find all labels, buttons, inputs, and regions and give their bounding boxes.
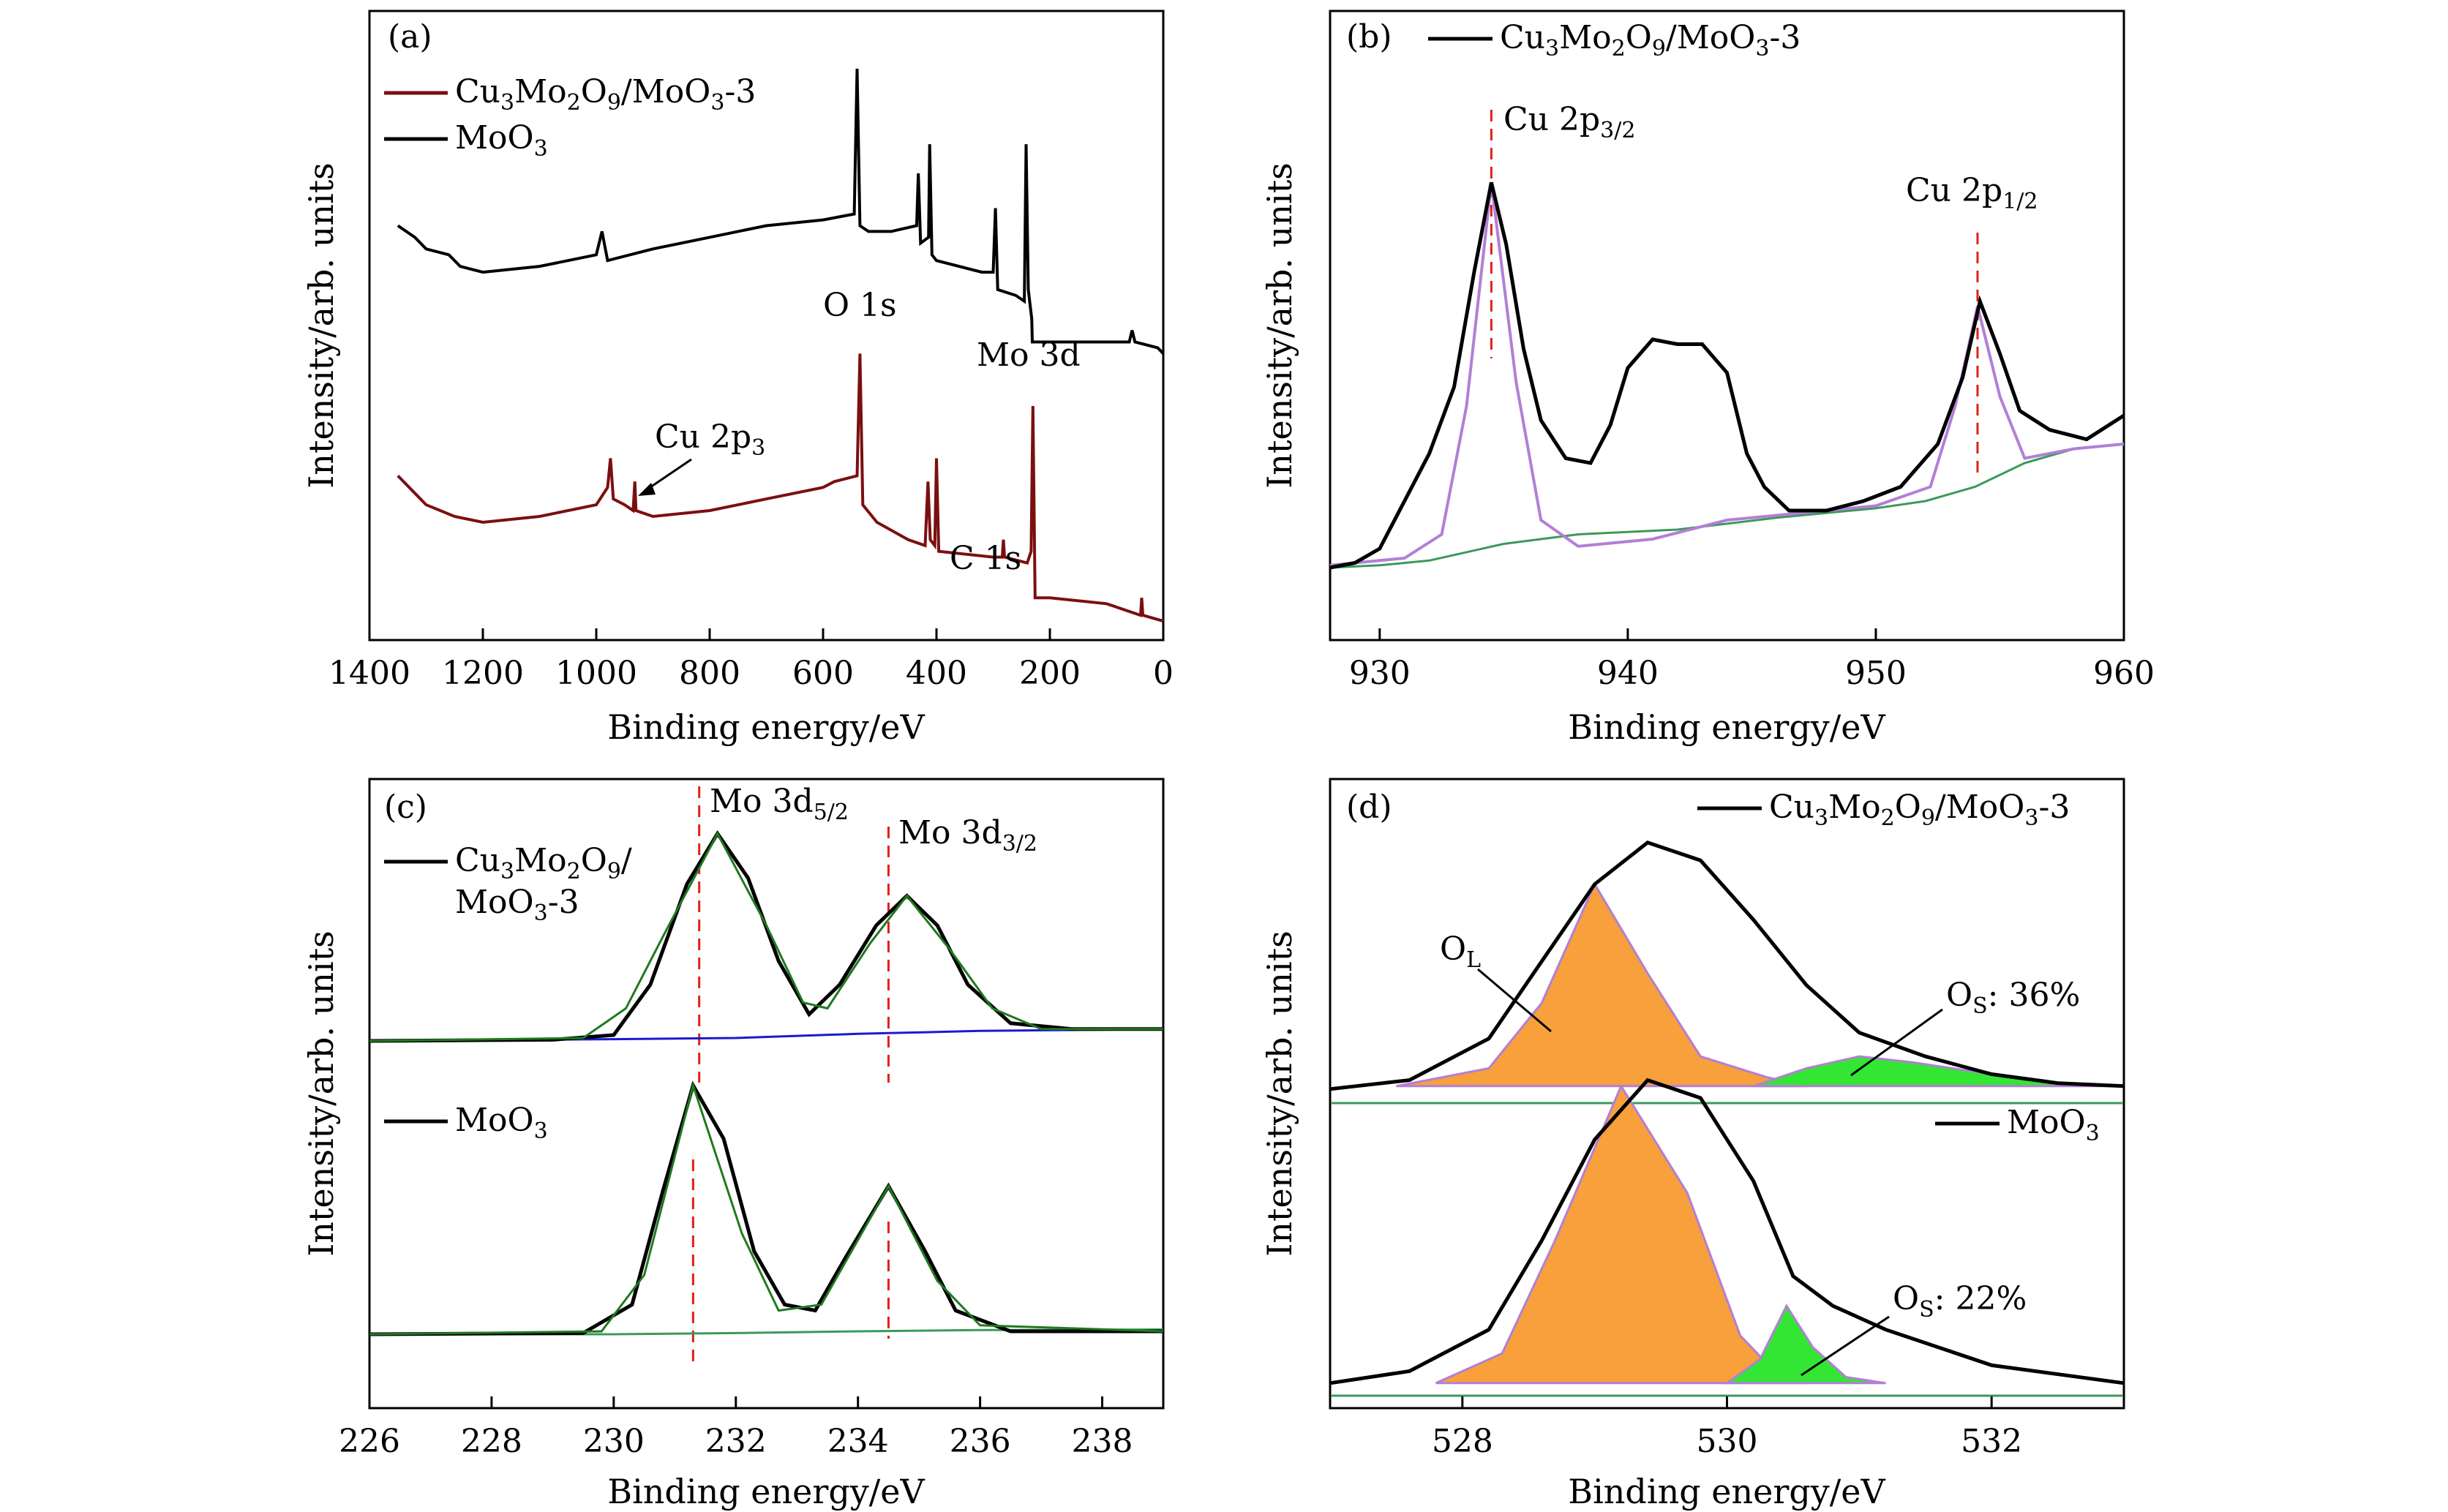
series-b-fit: [1329, 182, 2125, 567]
legend-a-label-moo3: MoO3: [455, 119, 548, 162]
arrow-a-cu2p: [645, 458, 692, 492]
series-a-moo3: [397, 68, 1165, 355]
area-d-bottom-os: [1723, 1304, 1886, 1385]
annot-b-cu2p32: Cu 2p3/2: [1503, 101, 1635, 143]
xtick-label-c-5: 236: [950, 1423, 1011, 1460]
panel-d-label: (d): [1346, 789, 1392, 826]
area-d-bottom-ol: [1435, 1083, 1807, 1385]
arrowhead-a-cu2p: [638, 483, 656, 496]
panel-c-xaxis: 226 228 230 232 234 236 238: [339, 1396, 1133, 1460]
panel-b-xaxis: 930 940 950 960: [1349, 628, 2155, 692]
panel-a: (a) Cu3Mo2O9/MoO3-3 MoO3 O 1s Mo 3d Cu 2…: [301, 10, 1174, 747]
xtick-label-c-3: 232: [705, 1423, 767, 1460]
xtick-label-d-1: 530: [1697, 1423, 1758, 1460]
panel-b-label: (b): [1346, 18, 1392, 56]
panel-b-legend: Cu3Mo2O9/MoO3-3: [1428, 19, 1801, 61]
series-b-data: [1329, 181, 2125, 570]
xtick-label-b-0: 930: [1349, 655, 1411, 692]
xtick-label-b-1: 940: [1597, 655, 1659, 692]
legend-b-label: Cu3Mo2O9/MoO3-3: [1500, 19, 1801, 61]
panel-a-label: (a): [388, 18, 432, 56]
legend-a-label-cu: Cu3Mo2O9/MoO3-3: [455, 73, 756, 116]
panel-c: (c) Cu3Mo2O9/ MoO3-3 MoO3 Mo 3d5/2 Mo 3d…: [301, 778, 1165, 1511]
annot-a-c1s: C 1s: [950, 540, 1021, 577]
panel-b: (b) Cu3Mo2O9/MoO3-3 Cu 2p3/2 Cu 2p1/2 93…: [1260, 10, 2155, 747]
panel-a-frame: [368, 10, 1165, 642]
xtick-label-b-2: 950: [1845, 655, 1907, 692]
series-d-bottom-envelope: [1329, 1077, 2125, 1385]
panel-c-peaklines: [691, 786, 890, 1368]
panel-a-ylabel: Intensity/arb. units: [301, 162, 341, 489]
xtick-label-d-0: 528: [1432, 1423, 1493, 1460]
panel-b-xlabel: Binding energy/eV: [1568, 707, 1885, 747]
series-c-top-fit: [369, 831, 1163, 1042]
panel-d-xlabel: Binding energy/eV: [1568, 1472, 1885, 1511]
panel-c-series: [369, 830, 1164, 1336]
xtick-label-a-0: 1400: [328, 655, 410, 692]
panel-d-ylabel: Intensity/arb. units: [1260, 930, 1299, 1257]
panel-a-legend: Cu3Mo2O9/MoO3-3 MoO3: [384, 73, 756, 162]
panel-d: (d) Cu3Mo2O9/MoO3-3 MoO3 OL OS: 36% OS: …: [1260, 778, 2125, 1511]
series-c-bottom-fit: [369, 1081, 1164, 1336]
series-d-top-envelope: [1329, 840, 2125, 1091]
series-c-top-data: [369, 830, 1163, 1043]
annot-b-cu2p12: Cu 2p1/2: [1906, 172, 2038, 214]
annot-d-os22: OS: 22%: [1893, 1280, 2027, 1323]
panel-b-peaklines: [1490, 110, 1979, 479]
panel-c-frame: [368, 778, 1165, 1410]
panel-c-label: (c): [384, 789, 427, 826]
xtick-label-a-2: 1000: [555, 655, 637, 692]
xtick-label-a-4: 600: [792, 655, 854, 692]
panel-d-series: [1329, 840, 2125, 1397]
series-a-cu3mo2o9: [397, 353, 1164, 623]
pointer-d-os22: [1801, 1315, 1890, 1377]
xtick-label-c-0: 226: [339, 1423, 400, 1460]
xtick-label-a-6: 200: [1019, 655, 1081, 692]
panel-b-ylabel: Intensity/arb. units: [1260, 162, 1299, 489]
panel-d-legend: Cu3Mo2O9/MoO3-3 MoO3: [1697, 789, 2100, 1146]
legend-c-label-moo3: MoO3: [455, 1102, 548, 1144]
panel-d-xaxis: 528 530 532: [1432, 1396, 2022, 1460]
annot-a-cu2p: Cu 2p3: [655, 418, 765, 461]
panel-a-series: [397, 68, 1165, 623]
legend-d-label-moo3: MoO3: [2007, 1104, 2100, 1146]
xtick-label-c-6: 238: [1072, 1423, 1133, 1460]
xtick-label-b-3: 960: [2093, 655, 2155, 692]
xtick-label-a-1: 1200: [442, 655, 524, 692]
panel-b-series: [1329, 181, 2125, 570]
panel-a-xlabel: Binding energy/eV: [607, 707, 925, 747]
legend-c-label-cu-line1: Cu3Mo2O9/: [455, 842, 632, 884]
pointer-d-ol: [1477, 968, 1552, 1033]
panel-c-xlabel: Binding energy/eV: [607, 1472, 925, 1511]
xtick-label-c-2: 230: [583, 1423, 645, 1460]
annot-a-mo3d: Mo 3d: [977, 336, 1081, 374]
annot-d-ol: OL: [1440, 930, 1481, 973]
pointer-d-os36: [1850, 1008, 1943, 1077]
xtick-label-c-1: 228: [461, 1423, 522, 1460]
annot-c-mo3d52: Mo 3d5/2: [710, 783, 849, 825]
series-b-background: [1329, 443, 2125, 569]
annot-c-mo3d32: Mo 3d3/2: [898, 814, 1037, 857]
panel-b-frame: [1329, 10, 2125, 642]
xtick-label-a-5: 400: [906, 655, 967, 692]
panel-c-ylabel: Intensity/arb. units: [301, 930, 341, 1257]
xtick-label-a-3: 800: [679, 655, 740, 692]
panel-c-legend: Cu3Mo2O9/ MoO3-3 MoO3: [384, 842, 632, 1144]
annot-d-os36: OS: 36%: [1946, 977, 2080, 1019]
xtick-label-c-4: 234: [827, 1423, 889, 1460]
legend-d-label-cu: Cu3Mo2O9/MoO3-3: [1769, 789, 2070, 831]
legend-c-label-cu-line2: MoO3-3: [455, 884, 579, 926]
xtick-label-a-7: 0: [1153, 655, 1174, 692]
xtick-label-d-2: 532: [1961, 1423, 2022, 1460]
panel-a-xaxis: 1400 1200 1000 800 600 400 200 0: [328, 628, 1174, 692]
annot-a-o1s: O 1s: [823, 287, 897, 324]
